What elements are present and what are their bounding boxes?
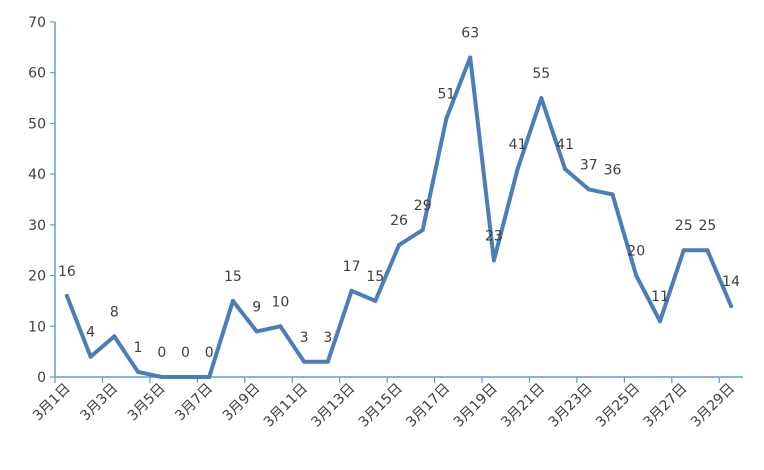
data-label: 3 xyxy=(300,330,309,346)
data-label: 0 xyxy=(157,345,166,361)
x-tick-label: 3月15日 xyxy=(356,381,406,431)
data-label: 29 xyxy=(414,198,432,214)
data-label: 8 xyxy=(110,304,119,320)
data-point xyxy=(207,375,212,379)
data-label: 25 xyxy=(675,218,693,234)
y-tick-label: 40 xyxy=(28,167,46,183)
data-point xyxy=(88,354,93,359)
data-point xyxy=(302,359,307,364)
x-tick-label: 3月7日 xyxy=(172,381,216,425)
data-label: 11 xyxy=(651,289,669,305)
x-tick-label: 3月29日 xyxy=(688,381,738,431)
data-label: 55 xyxy=(532,66,550,82)
data-point xyxy=(349,288,354,293)
data-label: 26 xyxy=(390,213,408,229)
data-point xyxy=(610,192,615,197)
data-label: 41 xyxy=(509,137,527,153)
data-point xyxy=(563,167,568,172)
x-tick-label: 3月3日 xyxy=(77,381,121,425)
data-point xyxy=(397,243,401,248)
data-point xyxy=(254,329,259,334)
data-label: 4 xyxy=(86,325,95,341)
data-point xyxy=(729,304,734,308)
data-label: 3 xyxy=(323,330,332,346)
data-label: 36 xyxy=(604,162,622,178)
x-tick-label: 3月13日 xyxy=(308,381,358,431)
data-point xyxy=(373,298,378,303)
x-tick-label: 3月19日 xyxy=(451,381,501,431)
data-label: 15 xyxy=(366,269,384,285)
x-tick-label: 3月9日 xyxy=(220,381,264,425)
data-label: 63 xyxy=(461,26,479,42)
data-label: 0 xyxy=(181,345,190,361)
x-tick-label: 3月5日 xyxy=(125,381,169,425)
data-label: 25 xyxy=(698,218,716,234)
data-point xyxy=(112,334,117,339)
data-label: 16 xyxy=(58,264,76,280)
data-label: 14 xyxy=(722,274,740,290)
data-point xyxy=(468,55,473,60)
data-point xyxy=(159,375,164,379)
y-tick-label: 10 xyxy=(28,319,46,335)
y-tick-label: 60 xyxy=(28,66,46,82)
y-axis: 0 10 20 30 40 50 60 70 xyxy=(28,15,56,386)
series-layer xyxy=(64,55,734,379)
x-tick-label: 3月1日 xyxy=(30,381,74,425)
data-label: 9 xyxy=(252,299,261,315)
x-tick-label: 3月27日 xyxy=(641,381,691,431)
data-point xyxy=(278,324,283,329)
data-label: 17 xyxy=(343,259,361,275)
data-point xyxy=(183,375,188,379)
data-point xyxy=(705,248,710,253)
x-tick-label: 3月23日 xyxy=(546,381,596,431)
data-point xyxy=(444,116,449,121)
data-label: 23 xyxy=(485,228,503,244)
x-tick-label: 3月17日 xyxy=(403,381,453,431)
data-point xyxy=(64,293,69,298)
data-point xyxy=(230,298,235,303)
y-tick-label: 50 xyxy=(28,116,46,132)
data-point xyxy=(681,248,686,253)
data-label: 10 xyxy=(271,294,289,310)
data-point xyxy=(420,227,425,232)
data-point xyxy=(491,258,496,263)
data-label: 0 xyxy=(205,345,214,361)
x-axis: 3月1日 3月3日 3月5日 3月7日 3月9日3月11日3月13日3月15日3月17日… xyxy=(30,376,743,431)
data-label: 1 xyxy=(134,340,143,356)
data-point xyxy=(586,187,591,192)
data-label: 15 xyxy=(224,269,242,285)
data-point xyxy=(136,369,140,374)
y-tick-label: 30 xyxy=(28,218,46,234)
data-point xyxy=(325,359,330,364)
data-label: 20 xyxy=(627,244,645,260)
x-tick-label: 3月25日 xyxy=(593,381,643,431)
data-label: 51 xyxy=(437,86,455,102)
y-tick-label: 70 xyxy=(28,15,46,31)
data-label: 37 xyxy=(580,157,598,173)
x-tick-label: 3月21日 xyxy=(498,381,548,431)
data-point xyxy=(634,273,639,278)
x-tick-label: 3月11日 xyxy=(261,381,311,431)
data-point xyxy=(515,167,520,172)
y-tick-label: 0 xyxy=(37,370,46,386)
data-point xyxy=(539,96,544,101)
data-label: 41 xyxy=(556,137,574,153)
data-point xyxy=(658,319,662,324)
y-tick-label: 20 xyxy=(28,269,46,285)
